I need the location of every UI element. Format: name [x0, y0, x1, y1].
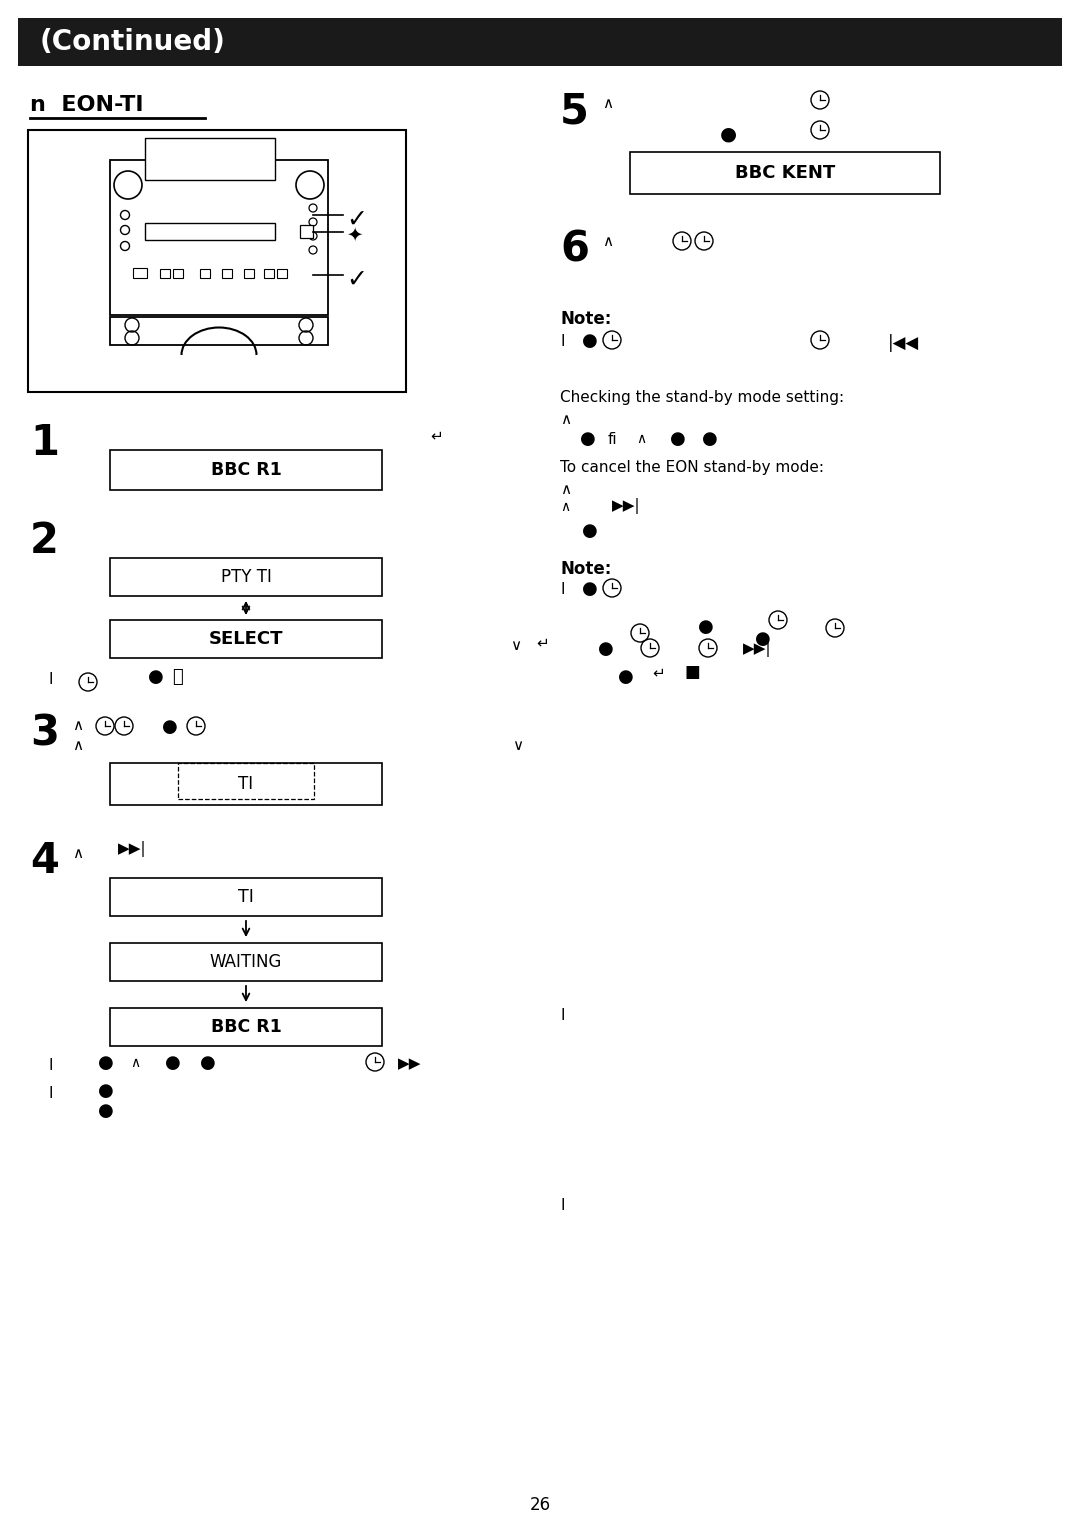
Text: I: I: [561, 1008, 565, 1023]
Text: 26: 26: [529, 1497, 551, 1514]
Text: WAITING: WAITING: [210, 953, 282, 971]
Text: ●: ●: [582, 581, 597, 597]
Text: ●: ●: [720, 124, 737, 142]
Bar: [18, 18, 1062, 66]
Text: To cancel the EON stand-by mode:: To cancel the EON stand-by mode:: [561, 460, 824, 475]
Text: ∧: ∧: [72, 738, 83, 754]
Text: ●: ●: [98, 1054, 113, 1072]
Text: ∧: ∧: [602, 97, 613, 110]
Text: ●: ●: [200, 1054, 216, 1072]
Text: ↵: ↵: [652, 665, 665, 680]
Text: BBC KENT: BBC KENT: [734, 164, 835, 182]
Text: ●: ●: [698, 617, 714, 636]
Text: 5: 5: [561, 90, 589, 132]
Text: 2: 2: [30, 519, 59, 562]
Text: (Continued): (Continued): [40, 28, 226, 57]
Bar: [276, 270, 287, 277]
Text: Checking the stand-by mode setting:: Checking the stand-by mode setting:: [561, 391, 845, 404]
Bar: [133, 268, 147, 277]
Text: ∨: ∨: [512, 738, 523, 754]
Text: TI: TI: [239, 775, 254, 794]
Text: ✓: ✓: [346, 208, 367, 231]
Text: n  EON-TI: n EON-TI: [30, 95, 144, 115]
Text: ●: ●: [598, 640, 613, 659]
Text: 4: 4: [30, 840, 59, 882]
Text: ▶▶|: ▶▶|: [612, 498, 640, 515]
Text: I: I: [48, 1059, 53, 1072]
Text: 1: 1: [30, 421, 59, 464]
Text: ●: ●: [162, 719, 178, 735]
Text: TI: TI: [238, 889, 254, 905]
Text: ●: ●: [98, 1102, 113, 1120]
Bar: [110, 1008, 382, 1046]
Text: 3: 3: [30, 712, 59, 754]
Text: ∧: ∧: [130, 1056, 140, 1069]
Text: ●: ●: [618, 668, 634, 686]
Text: I: I: [561, 334, 565, 349]
Text: ▶▶|: ▶▶|: [118, 841, 147, 856]
Text: SELECT: SELECT: [208, 630, 283, 648]
Bar: [110, 317, 328, 345]
Bar: [178, 763, 314, 800]
Text: ●: ●: [165, 1054, 180, 1072]
Text: ●: ●: [702, 430, 718, 447]
Bar: [200, 270, 210, 277]
Text: ●: ●: [148, 668, 164, 686]
Text: PTY TI: PTY TI: [220, 568, 271, 587]
Text: ↵: ↵: [536, 634, 549, 650]
Text: ■: ■: [685, 663, 701, 682]
Bar: [160, 270, 170, 277]
Text: ●: ●: [580, 430, 596, 447]
Text: BBC R1: BBC R1: [211, 461, 282, 480]
Text: ●: ●: [582, 522, 597, 539]
Text: I: I: [48, 1086, 53, 1102]
Text: ↵: ↵: [430, 427, 443, 443]
Bar: [145, 224, 275, 241]
Bar: [244, 270, 254, 277]
Text: I: I: [48, 673, 53, 686]
Bar: [145, 138, 275, 179]
Bar: [110, 450, 382, 490]
Text: ●: ●: [582, 332, 597, 349]
Text: ∧: ∧: [72, 719, 83, 732]
Text: ∧: ∧: [72, 846, 83, 861]
Bar: [222, 270, 232, 277]
Text: ∧: ∧: [561, 483, 571, 496]
Text: I: I: [561, 582, 565, 597]
Text: ▶▶: ▶▶: [399, 1056, 421, 1071]
Text: I: I: [561, 1198, 565, 1213]
Bar: [110, 159, 328, 316]
Text: Note:: Note:: [561, 309, 611, 328]
Text: ∨: ∨: [510, 637, 522, 653]
Bar: [110, 878, 382, 916]
Text: 6: 6: [561, 228, 589, 270]
Text: ∧: ∧: [561, 499, 570, 515]
Text: ✦: ✦: [346, 225, 363, 244]
Text: ✓: ✓: [346, 268, 367, 293]
Bar: [630, 152, 940, 195]
Text: |◀◀: |◀◀: [888, 334, 919, 352]
Bar: [110, 763, 382, 804]
Text: ∧: ∧: [561, 412, 571, 427]
Text: Note:: Note:: [561, 561, 611, 578]
Text: ⏸: ⏸: [172, 668, 183, 686]
Bar: [264, 270, 274, 277]
Text: ●: ●: [755, 630, 771, 648]
Bar: [300, 225, 313, 237]
Bar: [28, 130, 406, 392]
Text: ∧: ∧: [636, 432, 646, 446]
Text: ∧: ∧: [602, 234, 613, 250]
Bar: [173, 270, 183, 277]
Text: ●: ●: [98, 1082, 113, 1100]
Bar: [110, 944, 382, 980]
Text: ●: ●: [670, 430, 686, 447]
Bar: [110, 620, 382, 659]
Text: BBC R1: BBC R1: [211, 1017, 282, 1036]
Bar: [110, 558, 382, 596]
Text: ▶▶|: ▶▶|: [743, 640, 771, 657]
Text: fi: fi: [608, 432, 618, 447]
